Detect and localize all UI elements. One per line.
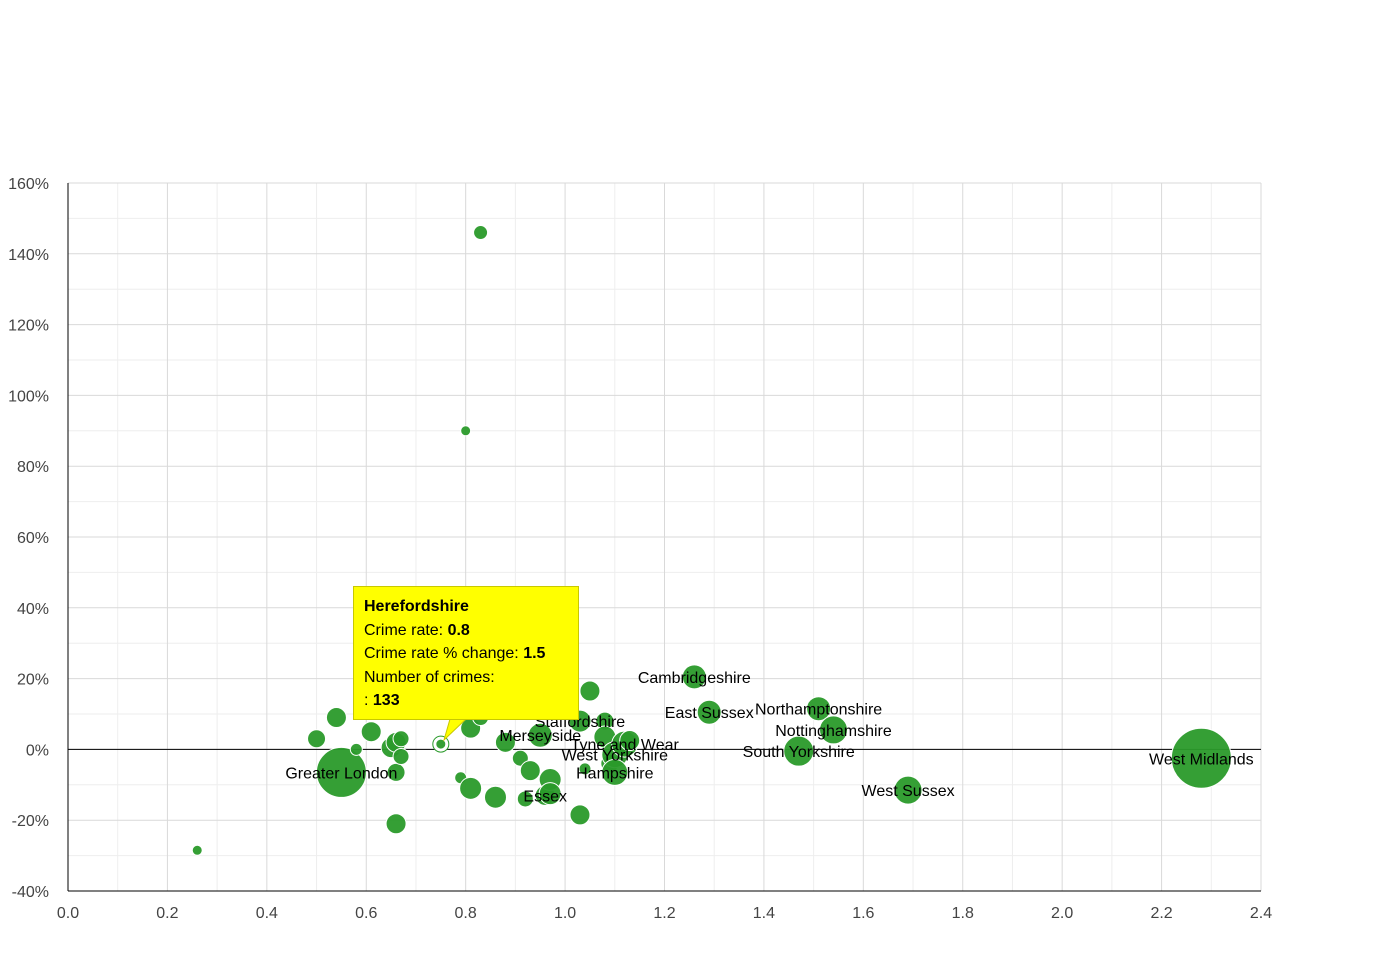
tooltip-change: Crime rate % change: 1.5 [364,645,546,662]
bubble [619,730,641,752]
axes [67,183,1261,892]
x-tick-label: 1.0 [554,905,576,922]
x-tick-label: 2.2 [1150,905,1172,922]
bubble [569,804,591,826]
y-tick-label: 60% [17,530,49,547]
y-tick-label: 40% [17,601,49,618]
bubble [191,844,203,856]
x-tick-label: 1.6 [852,905,874,922]
y-tick-label: 160% [8,176,49,193]
bubble [601,758,629,786]
tooltip-count-label: Number of crimes: [364,668,495,686]
tooltip-crime-rate: Crime rate: 0.8 [364,621,470,639]
bubble [819,715,849,745]
bubble [578,762,592,776]
bubble [435,738,447,750]
bubble [392,747,410,765]
bubble [473,225,489,241]
bubble-label: Greater London [285,765,397,782]
y-tick-label: 20% [17,672,49,689]
tooltip-title: Herefordshire [364,598,469,615]
bubble-label: Hampshire [576,765,653,782]
bubble [696,699,722,725]
x-tick-label: 1.8 [952,905,974,922]
x-tick-label: 0.2 [156,905,178,922]
y-tick-label: -20% [12,813,49,830]
bubble [483,785,507,809]
bubble [527,722,553,748]
bubbles [191,225,1232,856]
bubble [386,762,406,782]
y-tick-label: -40% [12,884,49,901]
bubble [460,425,472,437]
tooltip-count: : 133 [364,692,400,709]
bubble-label: Tyne and Wear [571,737,680,754]
bubble [893,775,923,805]
x-tick-label: 2.4 [1250,905,1272,922]
tooltip: Herefordshire Crime rate: 0.8 Crime rate… [353,586,579,720]
point-labels: Greater LondonMerseysideEssexStaffordshi… [285,670,1253,806]
x-tick-label: 0.8 [455,905,477,922]
y-tick-label: 140% [8,247,49,264]
bubble [579,680,601,702]
x-tick-label: 1.2 [653,905,675,922]
bubble [783,735,815,767]
bubble [681,664,707,690]
x-tick-label: 0.0 [57,905,79,922]
bubble-label: Northamptonshire [755,702,882,719]
bubble [349,742,363,756]
bubble-label: Essex [523,788,567,805]
y-tick-label: 120% [8,318,49,335]
y-tick-label: 100% [8,388,49,405]
bubble [538,782,562,806]
x-axis-tick-labels: 0.0 0.2 0.4 0.6 0.8 1.0 1.2 1.4 1.6 1.8 2.0 2.2 2.4 [57,905,1272,922]
bubble [806,696,832,722]
bubble [315,746,367,798]
bubble [307,729,327,749]
x-tick-label: 0.6 [355,905,377,922]
bubble-label: Nottinghamshire [775,723,892,740]
bubble-label: East Sussex [665,705,754,722]
bubble-label: West Yorkshire [562,748,669,765]
bubble-label: South Yorkshire [743,744,855,761]
y-tick-label: 0% [26,742,49,759]
bubble-label: Merseyside [499,728,581,745]
bubble [1170,727,1232,789]
bubble-label: West Midlands [1149,751,1254,768]
x-tick-label: 2.0 [1051,905,1073,922]
bubble [385,813,407,835]
bubble [392,730,410,748]
bubble [325,707,347,729]
bubble [459,776,483,800]
x-tick-label: 0.4 [256,905,278,922]
bubble-label: Cambridgeshire [638,670,751,687]
bubble [360,721,382,743]
y-tick-label: 80% [17,459,49,476]
x-tick-label: 1.4 [753,905,775,922]
bubble-label: West Sussex [862,783,955,800]
bubble [516,790,534,808]
bubble [519,760,541,782]
y-axis-tick-labels: 160% 140% 120% 100% 80% 60% 40% 20% 0% -20% -40% [8,176,49,901]
bubble [494,731,516,753]
